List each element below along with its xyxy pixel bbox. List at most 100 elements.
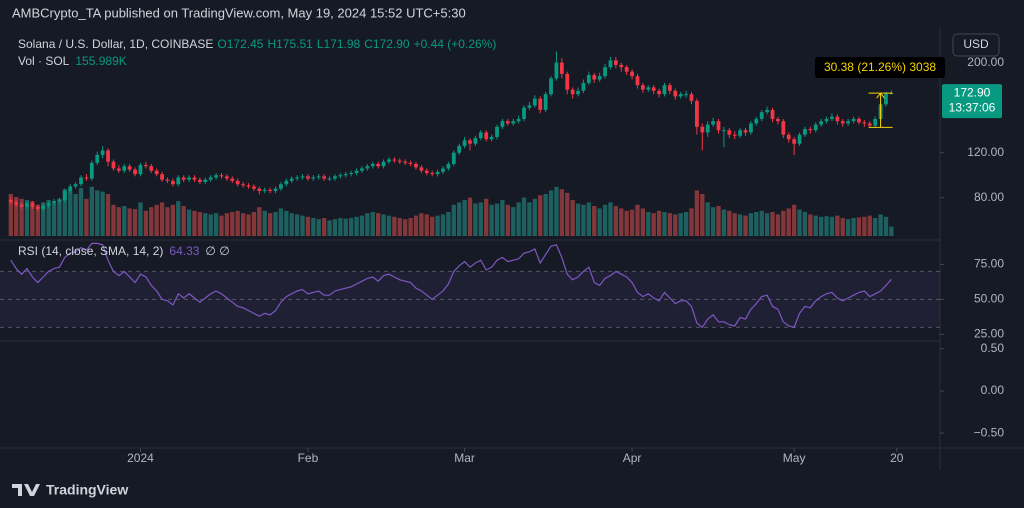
volume-bar (381, 214, 386, 236)
candle-body (143, 165, 148, 167)
volume-bar (581, 204, 586, 236)
candle-body (597, 76, 602, 80)
candle-body (468, 140, 472, 144)
candle-body (484, 132, 489, 140)
candle-body (576, 90, 580, 95)
volume-bar (203, 213, 208, 236)
volume-bar (111, 204, 116, 236)
candle-body (446, 163, 451, 169)
candle-body (738, 130, 743, 136)
candle-body (695, 100, 699, 127)
currency-label[interactable]: USD (963, 37, 989, 51)
rsi-line (10, 242, 892, 329)
volume-bar (554, 186, 559, 236)
candle-body (8, 199, 13, 203)
volume-bar (878, 214, 883, 236)
volume-bar (543, 194, 548, 236)
volume-bar (462, 200, 467, 236)
volume-bar (775, 214, 781, 236)
volume-bar (873, 218, 878, 236)
volume-bar (846, 219, 851, 236)
candle-body (279, 184, 283, 189)
currency-button[interactable] (952, 33, 1000, 57)
candle-body (624, 67, 629, 72)
candle-body (478, 132, 483, 139)
candle-body (749, 123, 753, 133)
volume-bar (219, 215, 224, 236)
volume-bar (538, 195, 543, 236)
volume-bar (14, 197, 19, 236)
volume-bar (500, 200, 505, 236)
volume-bar (235, 210, 240, 236)
volume-bar (673, 214, 678, 236)
candle-body (495, 126, 499, 137)
x-tick-label: Apr (623, 451, 642, 465)
candle-body (435, 171, 440, 175)
candle-body (608, 60, 613, 68)
volume-bar (62, 189, 67, 236)
volume-bar (413, 215, 419, 236)
volume-bar (694, 190, 700, 236)
volume-bar (397, 218, 402, 236)
candle-body (306, 176, 310, 179)
volume-bar (559, 189, 564, 236)
candle-body (759, 112, 764, 119)
volume-bar (370, 212, 375, 236)
volume-bar (835, 215, 840, 236)
candle-body (830, 116, 834, 119)
volume-bar (732, 213, 737, 236)
candle-body (797, 134, 802, 144)
volume-bar (700, 194, 705, 236)
volume-bar (170, 204, 176, 236)
logo-icon (12, 484, 40, 496)
volume-bar (435, 215, 440, 236)
volume-bar (586, 202, 592, 236)
candle-body (257, 188, 262, 191)
rsi-value: 64.33 (169, 244, 199, 258)
candle-body (689, 94, 694, 101)
volume-bar (321, 218, 327, 236)
candle-body (89, 162, 94, 179)
volume-bar (143, 210, 149, 236)
volume-bar (41, 202, 46, 236)
candle-body (154, 170, 159, 175)
candle-body (106, 150, 110, 162)
candle-body (489, 136, 494, 140)
volume-bar (478, 202, 483, 236)
candle-body (19, 204, 24, 207)
candle-body (408, 162, 413, 164)
rsi-ma-labels: ∅ ∅ (205, 244, 229, 258)
candle-body (532, 98, 537, 106)
candle-body (673, 90, 678, 97)
candle-body (376, 163, 381, 167)
candle-body (127, 166, 132, 170)
volume-bar (473, 203, 478, 236)
candle-body (246, 185, 251, 187)
volume-bar (624, 210, 629, 236)
candle-body (770, 109, 775, 119)
x-tick-label: 20 (890, 451, 904, 465)
volume-bar (230, 212, 235, 236)
volume-bar (284, 210, 289, 236)
volume-bar (78, 188, 84, 236)
candle-body (727, 130, 732, 135)
measure-box (815, 57, 945, 78)
volume-bar (527, 202, 532, 236)
candle-body (630, 71, 634, 77)
volume-bar (51, 203, 57, 236)
volume-bar (273, 212, 278, 236)
volume-bar (748, 213, 754, 236)
y-tick-label: 200.00 (967, 55, 1004, 69)
volume-bar (392, 216, 397, 236)
volume-bar (73, 194, 78, 236)
last-price-tag (942, 84, 1002, 119)
candle-body (678, 94, 683, 97)
volume-bar (683, 212, 689, 236)
candle-body (792, 139, 797, 144)
volume-bar (278, 208, 284, 236)
candle-body (381, 161, 386, 167)
candle-body (565, 73, 570, 90)
volume-bar (613, 206, 619, 236)
